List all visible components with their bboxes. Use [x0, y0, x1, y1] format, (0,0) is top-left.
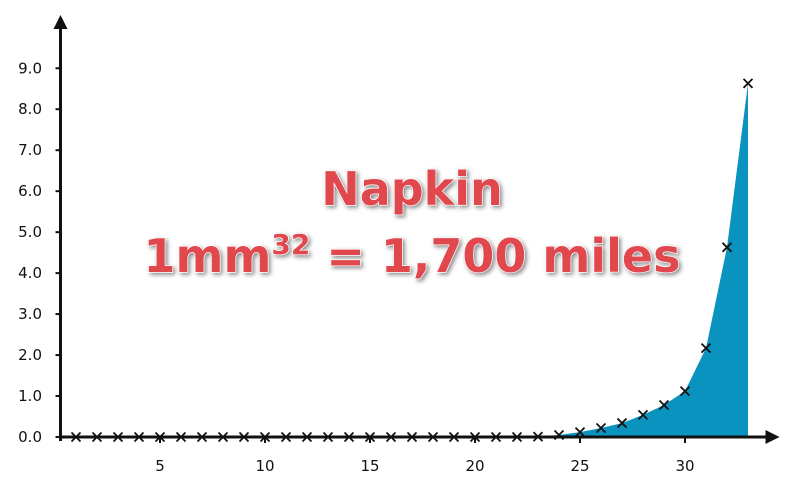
y-tick-label: 4.0: [18, 264, 42, 282]
x-tick-label: 30: [675, 457, 694, 475]
y-tick-label: 2.0: [18, 346, 42, 364]
y-tick-label: 1.0: [18, 387, 42, 405]
annotation-line2: 1mm32 = 1,700 miles: [144, 228, 681, 283]
marker: [574, 426, 586, 438]
marker: [637, 409, 649, 421]
y-tick-label: 7.0: [18, 141, 42, 159]
annotation-base: 1mm: [144, 229, 272, 283]
x-tick-label: 10: [255, 457, 274, 475]
marker: [700, 342, 712, 354]
x-axis-arrow: [765, 430, 780, 444]
x-tick-label: 25: [570, 457, 589, 475]
plot: 0.0 1.0 2.0 3.0 4.0 5.0 6.0 7.0 8.0 9.0 5 10 15 20 25 3…: [18, 15, 780, 475]
marker: [742, 78, 754, 89]
y-tick-label: 9.0: [18, 59, 42, 77]
annotation-line1: Napkin: [321, 162, 503, 216]
x-tick-label: 5: [155, 457, 165, 475]
marker: [658, 399, 670, 411]
y-tick-label: 0.0: [18, 428, 42, 446]
marker: [616, 417, 628, 429]
y-tick-label: 3.0: [18, 305, 42, 323]
area: [76, 83, 748, 437]
x-tick-label: 15: [360, 457, 379, 475]
y-tick-label: 5.0: [18, 223, 42, 241]
x-tick-label: 20: [465, 457, 484, 475]
annotation-sup: 32: [271, 228, 310, 261]
marker: [679, 385, 691, 397]
y-tick-label: 6.0: [18, 182, 42, 200]
marker: [595, 422, 607, 434]
y-axis-arrow: [53, 15, 68, 29]
marker: [721, 242, 733, 253]
annotation-rest: = 1,700 miles: [310, 229, 680, 283]
y-tick-label: 8.0: [18, 100, 42, 118]
